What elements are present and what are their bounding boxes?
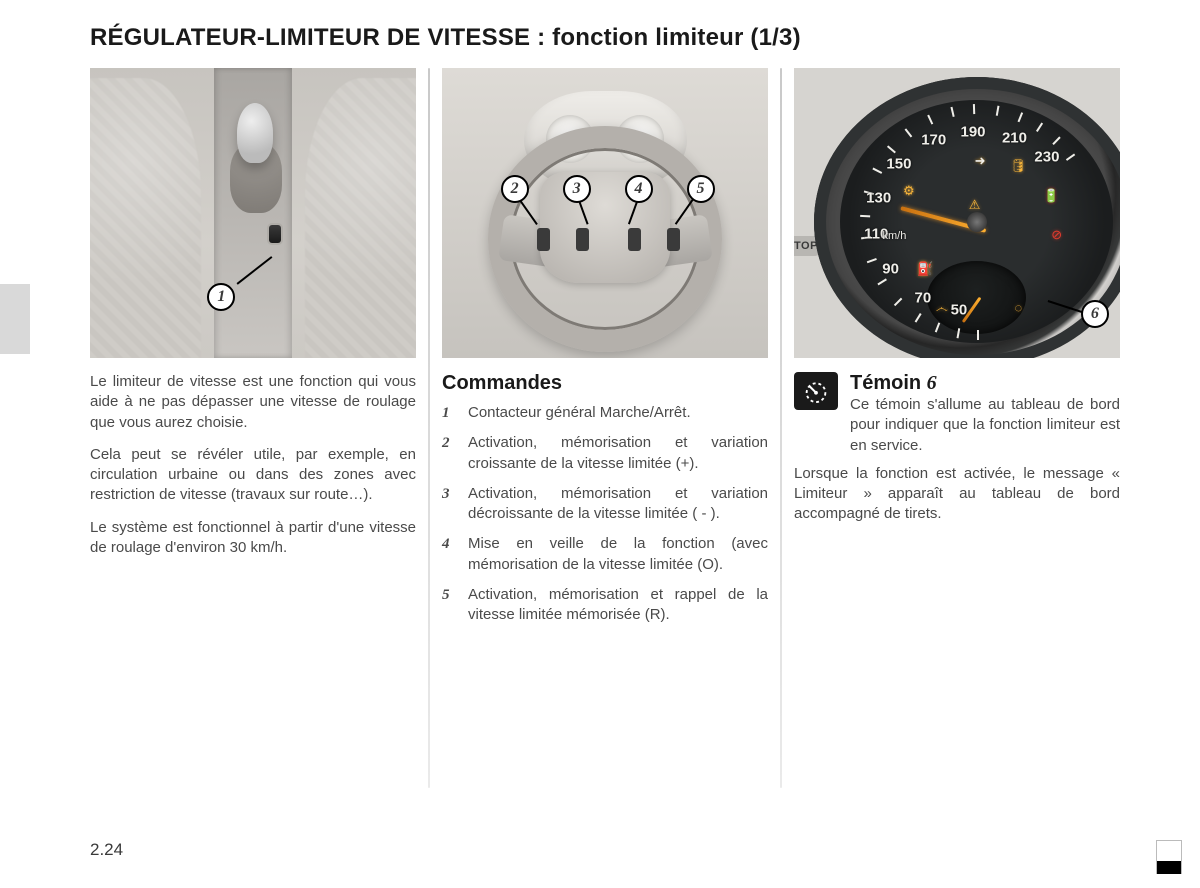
callout-5: 5 — [687, 175, 715, 203]
commands-list: 1 Contacteur général Marche/Arrêt. 2 Activa… — [442, 403, 768, 625]
col3-text: Lorsque la fonction est activée, le mess… — [794, 464, 1120, 525]
warning-icon: ⊘ — [1048, 227, 1066, 241]
speedo-number: 190 — [960, 123, 985, 140]
command-item: 4 Mise en veille de la fonction (avec mém… — [442, 534, 768, 575]
command-number: 1 — [442, 403, 456, 423]
page-title: RÉGULATEUR-LIMITEUR DE VITESSE : fonctio… — [90, 24, 1120, 52]
main-switch-graphic — [269, 225, 281, 243]
speedo-number: 50 — [951, 302, 968, 319]
command-number: 3 — [442, 484, 456, 525]
command-number: 4 — [442, 534, 456, 575]
column-1: 28010 1 Le limiteur de vitesse est une f… — [90, 68, 428, 788]
console-illustration — [90, 68, 416, 358]
command-item: 2 Activation, mémorisation et variation c… — [442, 433, 768, 474]
command-text: Activation, mémorisation et variation dé… — [468, 484, 768, 525]
command-text: Activation, mémorisation et variation cr… — [468, 433, 768, 474]
command-text: Contacteur général Marche/Arrêt. — [468, 403, 691, 423]
callout-6: 6 — [1081, 300, 1109, 328]
column-2: 24882.3 2 3 4 5 Commandes — [430, 68, 780, 788]
command-number: 2 — [442, 433, 456, 474]
figure-speedo: 28977 TOP 507090110130150170190210230km/… — [794, 68, 1120, 358]
speedo-number: 70 — [915, 290, 932, 307]
page-number: 2.24 — [90, 840, 123, 860]
callout-4: 4 — [625, 175, 653, 203]
warning-icon: ➜ — [971, 153, 989, 167]
temoin-number: 6 — [927, 372, 937, 394]
command-text: Mise en veille de la fonction (avec mémo… — [468, 534, 768, 575]
speedometer-illustration: TOP 507090110130150170190210230km/h➜🛢⚙🔋⚠… — [794, 68, 1120, 358]
temoin-label: Témoin — [850, 372, 927, 394]
speedo-number: 150 — [886, 155, 911, 172]
paragraph: Lorsque la fonction est activée, le mess… — [794, 464, 1120, 525]
paragraph: Cela peut se révéler utile, par exemple,… — [90, 445, 416, 506]
callout-2: 2 — [501, 175, 529, 203]
warning-icon: ⛽ — [916, 261, 934, 275]
command-item: 1 Contacteur général Marche/Arrêt. — [442, 403, 768, 423]
wheel-illustration — [442, 68, 768, 358]
warning-icon: ෴ — [933, 300, 951, 314]
speedo-number: 230 — [1034, 148, 1059, 165]
speedo-number: 210 — [1002, 130, 1027, 147]
command-number: 5 — [442, 585, 456, 626]
speedo-number: 90 — [882, 261, 899, 278]
commands-heading: Commandes — [442, 372, 768, 395]
page-corner-mark — [1156, 840, 1182, 874]
speed-limiter-icon — [794, 372, 838, 410]
command-item: 3 Activation, mémorisation et variation d… — [442, 484, 768, 525]
columns: 28010 1 Le limiteur de vitesse est une f… — [90, 68, 1120, 788]
col1-text: Le limiteur de vitesse est une fonction … — [90, 372, 416, 558]
column-3: 28977 TOP 507090110130150170190210230km/… — [782, 68, 1120, 788]
manual-page: RÉGULATEUR-LIMITEUR DE VITESSE : fonctio… — [0, 0, 1200, 888]
speedo-number: 130 — [866, 190, 891, 207]
command-item: 5 Activation, mémorisation et rappel de l… — [442, 585, 768, 626]
warning-icon: ⚠ — [966, 197, 984, 211]
temoin-heading: Témoin 6 — [850, 372, 1120, 395]
command-text: Activation, mémorisation et rappel de la… — [468, 585, 768, 626]
paragraph: Le limiteur de vitesse est une fonction … — [90, 372, 416, 433]
speedo-unit: km/h — [882, 230, 906, 242]
speedo-number: 170 — [921, 131, 946, 148]
warning-icon: 🔋 — [1042, 188, 1060, 202]
warning-icon: ⚙ — [900, 183, 918, 197]
figure-console: 28010 1 — [90, 68, 416, 358]
paragraph: Le système est fonctionnel à partir d'un… — [90, 518, 416, 559]
callout-1: 1 — [207, 283, 235, 311]
figure-wheel: 24882.3 2 3 4 5 — [442, 68, 768, 358]
warning-icon: 🛢 — [1009, 158, 1027, 172]
temoin-lead: Ce témoin s'allume au tableau de bord po… — [850, 396, 1120, 454]
callout-3: 3 — [563, 175, 591, 203]
temoin-heading-row: Témoin 6 Ce témoin s'allume au tableau d… — [794, 372, 1120, 456]
warning-icon: ◌ — [1009, 300, 1027, 314]
